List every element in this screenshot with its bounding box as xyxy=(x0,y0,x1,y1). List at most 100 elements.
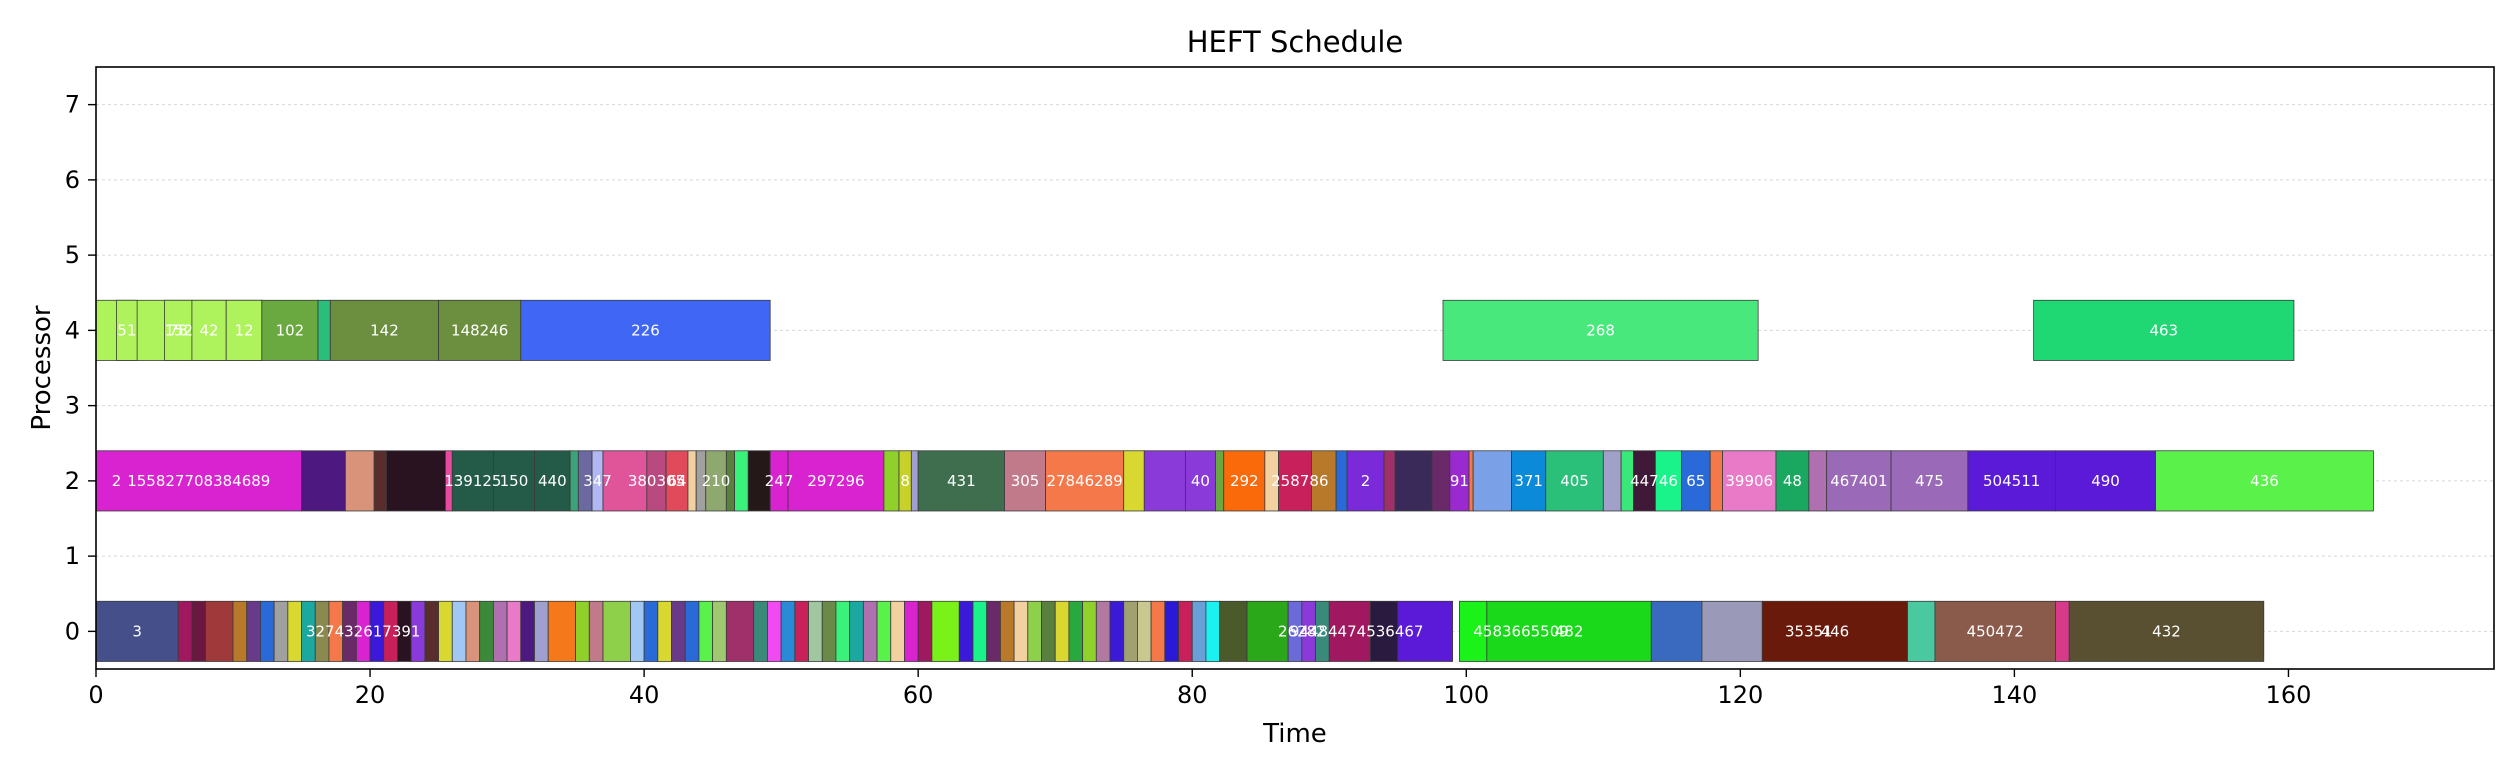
y-tick-label-2: 2 xyxy=(65,467,80,495)
task-bar-95 xyxy=(479,600,494,662)
task-bar-65 xyxy=(1722,450,1777,512)
task-bar-52 xyxy=(1394,450,1433,512)
task-label-58: 405 xyxy=(1560,472,1589,490)
y-tick-label-1: 1 xyxy=(65,542,80,570)
task-label-48: 6 xyxy=(1319,472,1329,490)
task-bar-31 xyxy=(734,450,749,512)
task-label-20: 440 xyxy=(538,472,567,490)
task-bar-73 xyxy=(95,600,179,662)
task-bar-117 xyxy=(821,600,837,662)
task-bar-145 xyxy=(1219,600,1248,662)
task-bar-8 xyxy=(438,299,522,361)
y-tick-label-4: 4 xyxy=(65,316,80,344)
task-bar-9 xyxy=(520,299,771,361)
task-bar-140 xyxy=(1150,600,1166,662)
task-bar-134 xyxy=(1068,600,1084,662)
task-label-2: 78 xyxy=(169,321,188,339)
task-bar-71 xyxy=(2055,450,2156,512)
task-bar-136 xyxy=(1095,600,1111,662)
task-bar-74 xyxy=(177,600,193,662)
task-bar-152 xyxy=(1397,600,1453,662)
task-bar-121 xyxy=(876,600,892,662)
task-bar-51 xyxy=(1383,450,1396,512)
task-bar-20 xyxy=(534,450,571,512)
overlay-label-3: 4583665509 xyxy=(1473,622,1568,640)
y-tick-label-5: 5 xyxy=(65,241,80,269)
task-bar-115 xyxy=(794,600,809,662)
task-bar-49 xyxy=(1335,450,1348,512)
task-bar-44 xyxy=(1215,450,1225,512)
task-label-25: 380305 xyxy=(628,472,685,490)
task-bar-41 xyxy=(1123,450,1145,512)
task-bar-116 xyxy=(808,600,823,662)
y-axis-label: Processor xyxy=(27,305,57,431)
task-bar-158 xyxy=(1907,600,1936,662)
task-bar-133 xyxy=(1054,600,1070,662)
task-label-23: 347 xyxy=(583,472,612,490)
task-bar-7 xyxy=(329,299,439,361)
task-bar-92 xyxy=(438,600,453,662)
task-bar-156 xyxy=(1701,600,1763,662)
task-bar-18 xyxy=(451,450,494,512)
task-bar-11 xyxy=(2033,299,2295,361)
task-bar-103 xyxy=(602,600,631,662)
task-label-12: 155827708384689 xyxy=(127,472,270,490)
task-bar-16 xyxy=(386,450,446,512)
task-label-154: 482 xyxy=(1555,622,1584,640)
task-label-4: 12 xyxy=(234,321,253,339)
task-label-40: 27846289 xyxy=(1046,472,1122,490)
task-bar-130 xyxy=(1013,600,1029,662)
task-label-161: 432 xyxy=(2152,622,2181,640)
plot-frame xyxy=(95,66,2495,670)
x-tick-label-0: 0 xyxy=(88,681,103,709)
y-tick-label-0: 0 xyxy=(65,617,80,645)
task-bar-111 xyxy=(725,600,755,662)
task-label-50: 2 xyxy=(1361,472,1371,490)
task-bar-160 xyxy=(2055,600,2070,662)
task-label-39: 305 xyxy=(1011,472,1040,490)
task-label-159: 450472 xyxy=(1967,622,2024,640)
task-bar-128 xyxy=(986,600,1001,662)
task-bar-67 xyxy=(1808,450,1828,512)
task-bar-24 xyxy=(602,450,648,512)
task-label-3: 42 xyxy=(200,321,219,339)
bars-layer xyxy=(95,299,2374,662)
task-bar-12 xyxy=(95,450,302,512)
task-bar-1 xyxy=(116,299,138,361)
task-label-72: 436 xyxy=(2250,472,2279,490)
task-bar-80 xyxy=(273,600,289,662)
task-bar-119 xyxy=(849,600,864,662)
task-bar-38 xyxy=(917,450,1005,512)
task-bar-122 xyxy=(890,600,905,662)
task-bar-63 xyxy=(1681,450,1711,512)
task-bar-6 xyxy=(317,299,331,361)
task-label-19: 150 xyxy=(500,472,529,490)
task-bar-96 xyxy=(492,600,508,662)
x-tick-label-40: 40 xyxy=(629,681,660,709)
task-label-69: 475 xyxy=(1915,472,1944,490)
task-label-29: 210 xyxy=(702,472,731,490)
task-bar-154 xyxy=(1486,600,1652,662)
task-label-68: 467401 xyxy=(1830,472,1887,490)
task-bar-99 xyxy=(534,600,549,662)
task-bar-146 xyxy=(1246,600,1289,662)
task-label-63: 65 xyxy=(1686,472,1705,490)
task-bar-56 xyxy=(1472,450,1512,512)
x-tick-label-60: 60 xyxy=(903,681,934,709)
task-bar-42 xyxy=(1143,450,1186,512)
task-bar-55 xyxy=(1468,450,1474,512)
task-bar-112 xyxy=(753,600,768,662)
x-axis-label: Time xyxy=(1262,719,1327,749)
task-bar-47 xyxy=(1278,450,1312,512)
chart-title: HEFT Schedule xyxy=(1187,25,1404,59)
task-bar-131 xyxy=(1027,600,1042,662)
task-label-9: 226 xyxy=(631,321,660,339)
task-bar-109 xyxy=(698,600,714,662)
overlay-label-5: 2 xyxy=(112,472,122,490)
task-bar-120 xyxy=(862,600,878,662)
task-bar-143 xyxy=(1191,600,1207,662)
task-label-57: 371 xyxy=(1514,472,1543,490)
task-bar-110 xyxy=(712,600,727,662)
overlay-label-1: 26282 xyxy=(1278,622,1326,640)
task-bar-43 xyxy=(1184,450,1216,512)
